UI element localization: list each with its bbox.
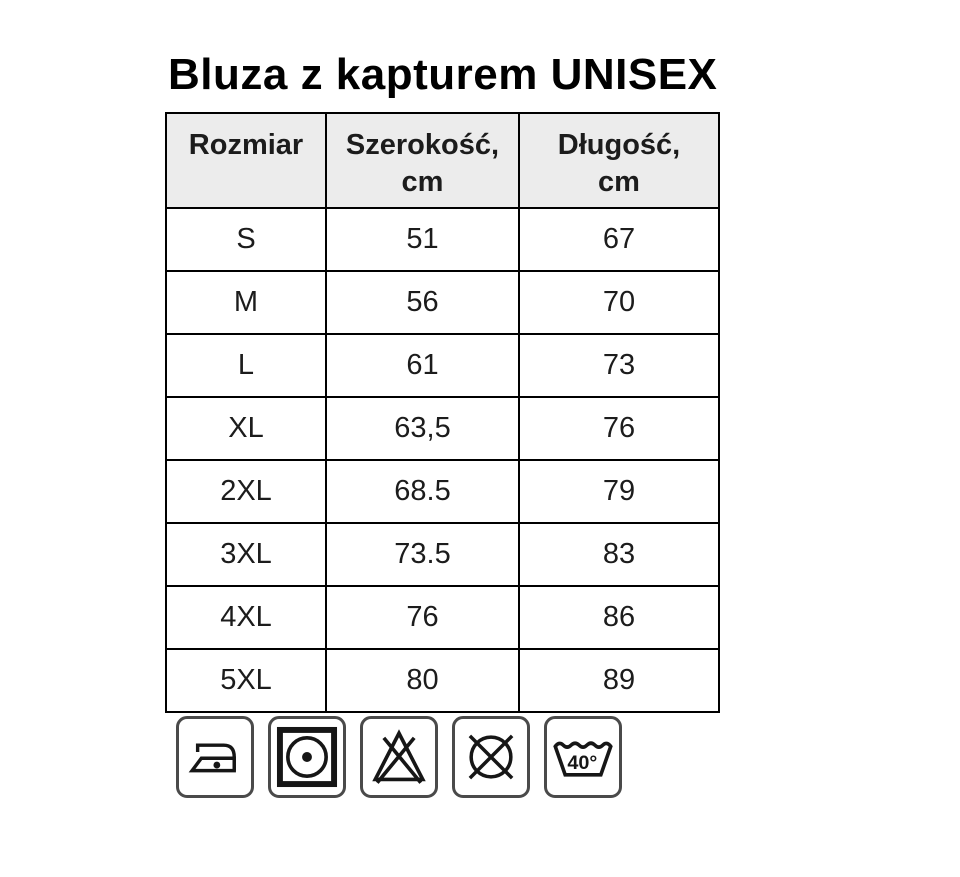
width-cell: 51: [325, 207, 520, 272]
size-cell: 2XL: [165, 459, 327, 524]
length-cell: 67: [518, 207, 720, 272]
iron-one-dot-icon: [176, 716, 254, 798]
width-cell: 61: [325, 333, 520, 398]
size-cell: L: [165, 333, 327, 398]
size-table: Rozmiar Szerokość, cm Długość, cm S 51 6…: [165, 112, 720, 713]
col-header-line: cm: [598, 166, 640, 198]
length-cell: 89: [518, 648, 720, 713]
size-cell: XL: [165, 396, 327, 461]
do-not-dry-clean-icon: [452, 716, 530, 798]
width-cell: 68.5: [325, 459, 520, 524]
table-row: 3XL 73.5 83: [165, 522, 720, 587]
table-row: L 61 73: [165, 333, 720, 398]
col-header-length: Długość, cm: [518, 112, 720, 209]
size-cell: 4XL: [165, 585, 327, 650]
col-header-width: Szerokość, cm: [325, 112, 520, 209]
care-symbols-row: 40°: [176, 716, 622, 798]
table-row: 2XL 68.5 79: [165, 459, 720, 524]
table-row: 4XL 76 86: [165, 585, 720, 650]
header-row: Rozmiar Szerokość, cm Długość, cm: [165, 112, 720, 209]
tumble-dry-one-dot-icon: [268, 716, 346, 798]
size-cell: M: [165, 270, 327, 335]
width-cell: 80: [325, 648, 520, 713]
col-header-line: Rozmiar: [188, 129, 304, 161]
col-header-line: Długość,: [557, 129, 681, 161]
page-title: Bluza z kapturem UNISEX: [168, 50, 718, 99]
length-cell: 76: [518, 396, 720, 461]
width-cell: 76: [325, 585, 520, 650]
size-cell: S: [165, 207, 327, 272]
width-cell: 56: [325, 270, 520, 335]
col-header-line: Szerokość,: [345, 129, 500, 161]
col-header-line: [167, 164, 325, 201]
col-header-line: cm: [401, 166, 444, 198]
size-cell: 3XL: [165, 522, 327, 587]
wash-40-degrees-icon: 40°: [544, 716, 622, 798]
table-row: 5XL 80 89: [165, 648, 720, 713]
table-row: S 51 67: [165, 207, 720, 272]
width-cell: 63,5: [325, 396, 520, 461]
length-cell: 83: [518, 522, 720, 587]
length-cell: 86: [518, 585, 720, 650]
length-cell: 73: [518, 333, 720, 398]
col-header-size: Rozmiar: [165, 112, 327, 209]
wash-temp-label: 40°: [567, 752, 597, 774]
size-cell: 5XL: [165, 648, 327, 713]
width-cell: 73.5: [325, 522, 520, 587]
table-row: M 56 70: [165, 270, 720, 335]
do-not-bleach-icon: [360, 716, 438, 798]
table-row: XL 63,5 76: [165, 396, 720, 461]
length-cell: 70: [518, 270, 720, 335]
length-cell: 79: [518, 459, 720, 524]
